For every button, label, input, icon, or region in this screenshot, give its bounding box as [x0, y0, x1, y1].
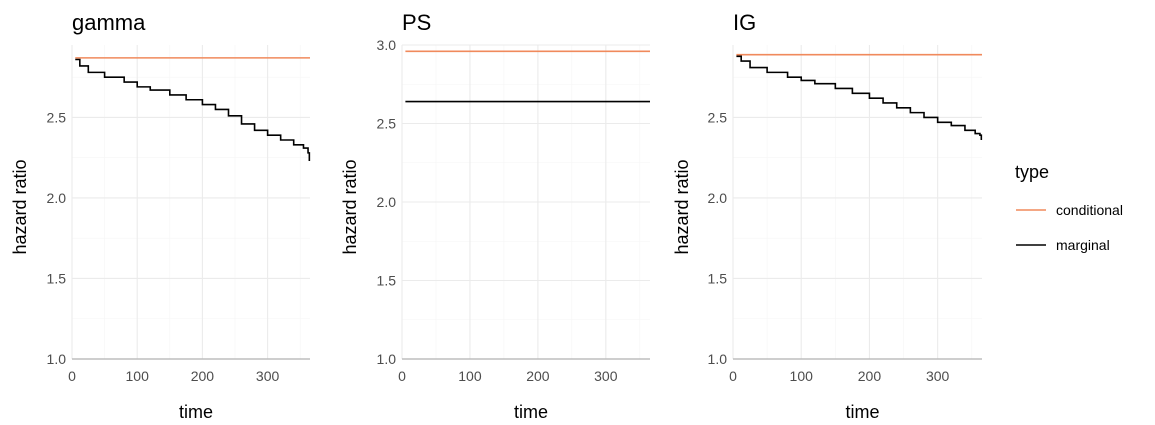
panel-title: PS: [402, 10, 431, 35]
x-tick-label: 300: [594, 368, 618, 384]
legend-label-marginal: marginal: [1056, 237, 1110, 253]
x-tick-label: 100: [458, 368, 482, 384]
x-axis-label: time: [845, 402, 879, 422]
y-tick-label: 1.5: [47, 270, 67, 286]
legend-title: type: [1015, 162, 1049, 182]
x-tick-label: 300: [926, 368, 950, 384]
y-tick-label: 1.0: [377, 351, 397, 367]
y-tick-label: 2.0: [47, 190, 67, 206]
x-tick-label: 0: [729, 368, 737, 384]
x-axis-label: time: [514, 402, 548, 422]
panel-ps: 0 100 200 300 1.0 1.5 2.0 2.5 3.0 PS time hazard ra…: [340, 10, 650, 422]
x-tick-label: 300: [256, 368, 280, 384]
y-tick-label: 2.0: [708, 190, 728, 206]
y-tick-label: 2.5: [708, 109, 728, 125]
y-axis-label: hazard ratio: [672, 159, 692, 254]
legend-label-conditional: conditional: [1056, 202, 1123, 218]
x-tick-label: 0: [68, 368, 76, 384]
y-tick-label: 2.5: [47, 109, 67, 125]
y-tick-label: 2.0: [377, 194, 397, 210]
x-axis-label: time: [179, 402, 213, 422]
y-axis-label: hazard ratio: [10, 159, 30, 254]
panel-title: IG: [733, 10, 756, 35]
x-tick-label: 100: [790, 368, 814, 384]
x-tick-label: 200: [858, 368, 882, 384]
y-tick-label: 1.5: [708, 270, 728, 286]
x-tick-label: 0: [398, 368, 406, 384]
panel-title: gamma: [72, 10, 146, 35]
y-tick-label: 1.0: [47, 351, 67, 367]
panels: 0 100 200 300 1.0 1.5 2.0 2.5 gamma time hazard ra…: [10, 10, 983, 422]
panel-gamma: 0 100 200 300 1.0 1.5 2.0 2.5 gamma time hazard ra…: [10, 10, 311, 422]
legend: type conditional marginal: [1015, 162, 1123, 253]
y-tick-label: 1.5: [377, 273, 397, 289]
y-tick-label: 2.5: [377, 116, 397, 132]
x-tick-label: 200: [191, 368, 215, 384]
x-tick-label: 100: [126, 368, 150, 384]
y-tick-label: 3.0: [377, 37, 397, 53]
y-tick-label: 1.0: [708, 351, 728, 367]
panel-ig: 0 100 200 300 1.0 1.5 2.0 2.5 IG time hazard ratio: [672, 10, 983, 422]
series-marginal: [75, 58, 311, 161]
series-marginal: [736, 55, 983, 141]
y-axis-label: hazard ratio: [340, 159, 360, 254]
x-tick-label: 200: [526, 368, 550, 384]
